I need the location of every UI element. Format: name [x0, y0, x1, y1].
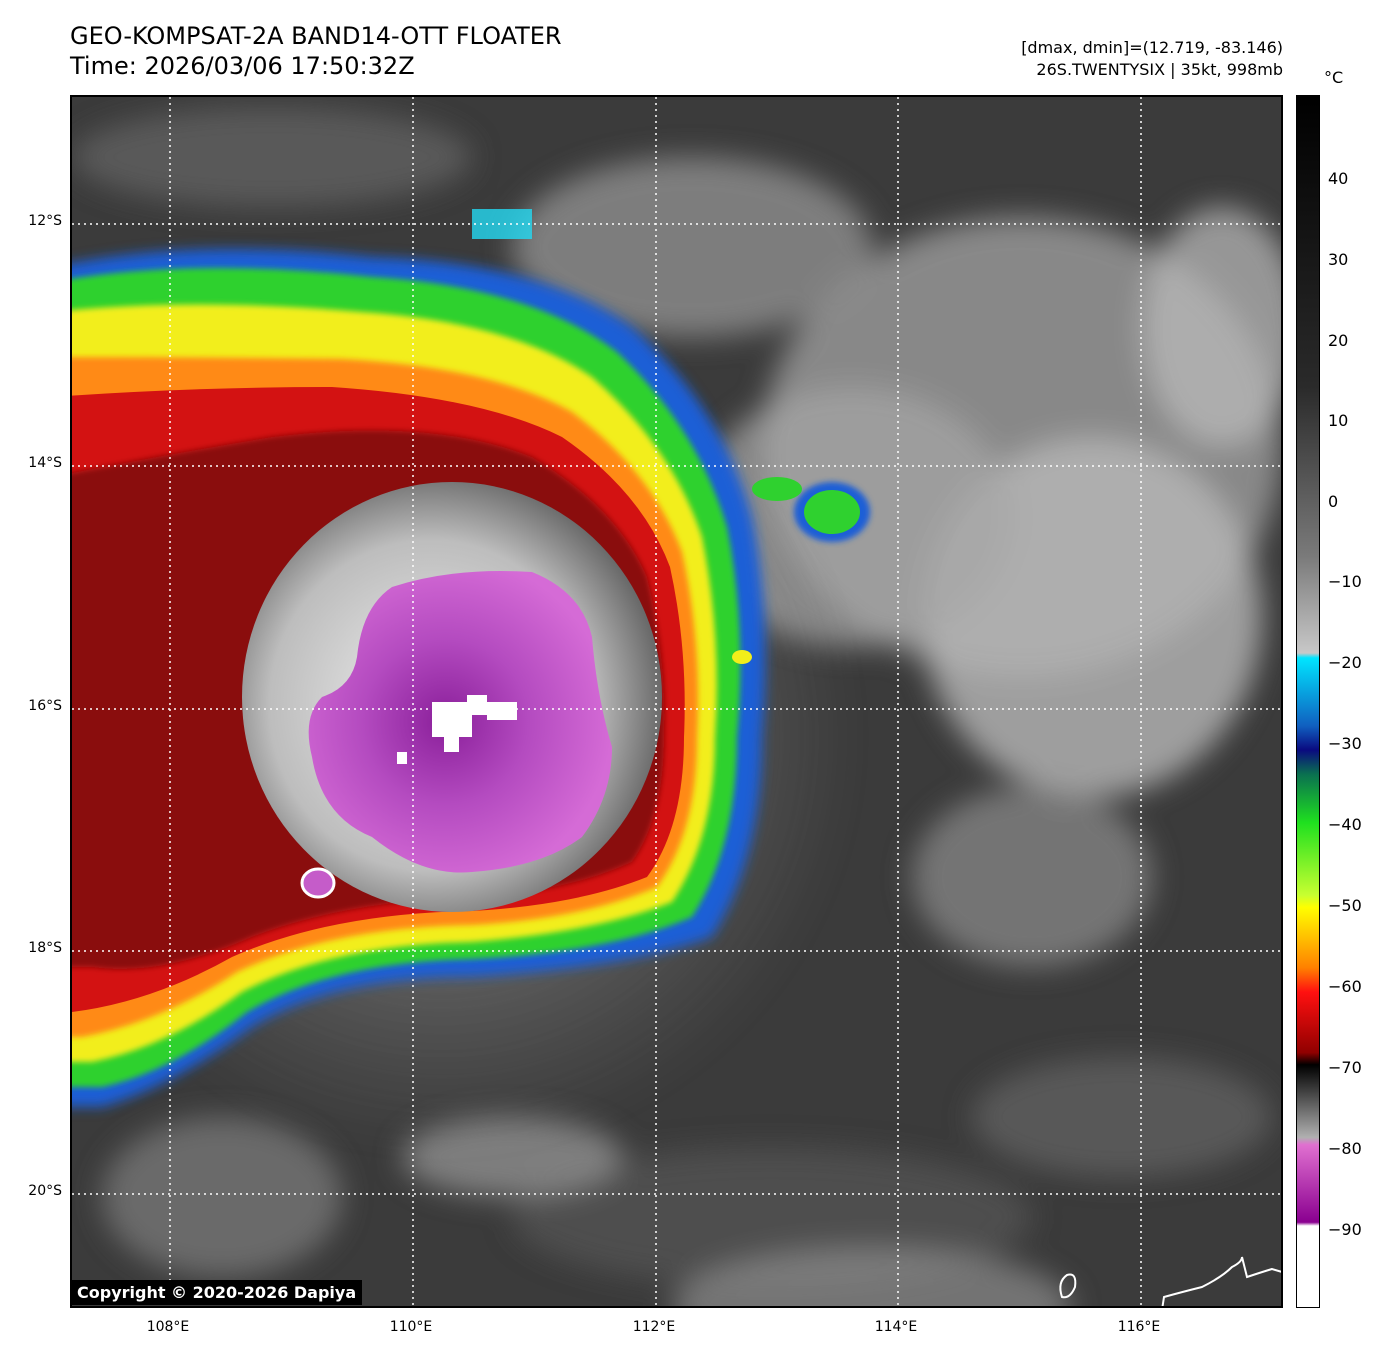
lon-label-110e: 110°E: [389, 1319, 433, 1335]
lon-label-114e: 114°E: [874, 1319, 918, 1335]
colorbar-tick-minus70: −70: [1328, 1058, 1362, 1077]
colorbar-tick-30: 30: [1328, 250, 1349, 269]
convective-cells: [472, 209, 870, 664]
colorbar: [1296, 95, 1320, 1308]
background-clouds: [72, 107, 1281, 1306]
figure-time: Time: 2026/03/06 17:50:32Z: [70, 52, 415, 80]
storm-info: 26S.TWENTYSIX | 35kt, 998mb: [1036, 60, 1283, 79]
lon-label-112e: 112°E: [632, 1319, 676, 1335]
coastline: [1059, 1256, 1281, 1306]
colorbar-tick-40: 40: [1328, 169, 1349, 188]
colorbar-tick-minus10: −10: [1328, 572, 1362, 591]
colorbar-tick-minus60: −60: [1328, 977, 1362, 996]
satellite-image: [72, 97, 1281, 1306]
colorbar-unit: °C: [1324, 68, 1344, 87]
small-cold-cell: [300, 867, 336, 899]
colorbar-tick-minus40: −40: [1328, 815, 1362, 834]
dmax-dmin-info: [dmax, dmin]=(12.719, -83.146): [1021, 38, 1283, 57]
lon-label-108e: 108°E: [146, 1319, 190, 1335]
figure-title: GEO-KOMPSAT-2A BAND14-OTT FLOATER: [70, 22, 562, 50]
coldest-pixels: [397, 695, 517, 764]
colorbar-tick-20: 20: [1328, 331, 1349, 350]
colorbar-tick-minus20: −20: [1328, 653, 1362, 672]
lat-label-12s: 12°S: [28, 213, 62, 229]
lat-label-20s: 20°S: [28, 1183, 62, 1199]
lat-label-14s: 14°S: [28, 455, 62, 471]
graticule: [72, 97, 1281, 1306]
colorbar-tick-minus50: −50: [1328, 896, 1362, 915]
colorbar-tick-minus90: −90: [1328, 1220, 1362, 1239]
lat-label-16s: 16°S: [28, 698, 62, 714]
colorbar-tick-minus80: −80: [1328, 1139, 1362, 1158]
copyright-badge: Copyright © 2020-2026 Dapiya: [71, 1280, 363, 1305]
lon-label-116e: 116°E: [1117, 1319, 1161, 1335]
colorbar-tick-10: 10: [1328, 411, 1349, 430]
colorbar-tick-0: 0: [1328, 492, 1339, 511]
colorbar-tick-minus30: −30: [1328, 734, 1362, 753]
lat-label-18s: 18°S: [28, 940, 62, 956]
satellite-map: [70, 95, 1283, 1308]
